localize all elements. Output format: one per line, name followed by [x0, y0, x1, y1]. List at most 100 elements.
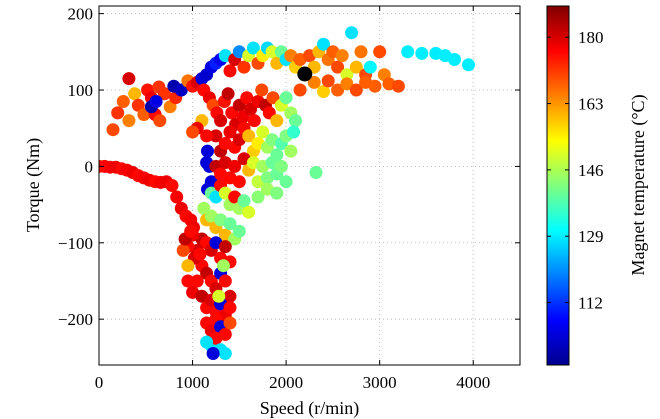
y-tick-label: −100 [58, 234, 93, 253]
data-point [106, 123, 120, 137]
data-point [116, 95, 130, 108]
data-point [321, 74, 335, 88]
data-point [309, 166, 323, 179]
data-point [214, 114, 228, 128]
colorbar [546, 5, 570, 366]
data-point [216, 259, 230, 273]
data-point [293, 83, 307, 97]
data-point [190, 274, 204, 288]
colorbar-tick-label: 163 [578, 95, 604, 114]
data-point [317, 37, 330, 51]
data-point [176, 243, 190, 257]
data-point [274, 159, 288, 173]
data-point [232, 175, 246, 189]
y-tick-label: 0 [85, 157, 94, 176]
data-point [331, 83, 345, 97]
data-point [349, 60, 363, 74]
data-point [165, 179, 179, 192]
data-point [223, 316, 237, 330]
data-point [363, 60, 377, 74]
data-point [200, 129, 214, 143]
data-point [223, 125, 237, 139]
colorbar-label: Magnet temperature (°C) [628, 94, 649, 275]
data-point [284, 144, 298, 158]
data-point [201, 144, 214, 158]
data-point [218, 274, 232, 288]
data-point [246, 41, 260, 55]
y-tick-label: 100 [68, 81, 94, 100]
data-point [122, 114, 136, 128]
x-tick-label: 3000 [363, 373, 397, 392]
data-point [181, 274, 195, 288]
data-point [345, 26, 359, 40]
data-point [218, 240, 232, 254]
data-point [237, 194, 251, 208]
data-point [251, 190, 265, 204]
colorbar-axis: 112 129 146 163 180 [547, 28, 604, 313]
data-point [349, 83, 363, 97]
data-point [174, 83, 188, 97]
y-tick-label: −200 [58, 310, 93, 329]
data-point [317, 85, 330, 98]
data-point [462, 58, 475, 72]
data-points [99, 26, 475, 360]
data-point [242, 129, 256, 143]
data-point [242, 205, 256, 219]
data-point [223, 217, 237, 231]
data-point [212, 289, 226, 303]
data-point [153, 114, 167, 128]
data-point [270, 114, 284, 128]
data-point [359, 75, 373, 89]
data-point [111, 106, 125, 120]
y-axis-label: Torque (Nm) [23, 138, 44, 232]
data-point [181, 259, 195, 273]
data-point [255, 83, 269, 97]
data-point [232, 224, 246, 238]
data-point [354, 45, 368, 59]
data-point [289, 114, 302, 128]
data-point [391, 79, 405, 93]
data-point [256, 125, 270, 139]
data-point [287, 125, 301, 139]
y-tick-label: 200 [68, 5, 94, 24]
data-point [223, 64, 237, 78]
colorbar-tick-label: 180 [578, 28, 604, 47]
x-tick-label: 0 [95, 373, 104, 392]
data-point [401, 45, 415, 59]
data-point [448, 53, 461, 66]
data-point [340, 68, 354, 82]
data-point [149, 95, 163, 108]
data-point [266, 91, 280, 105]
highlight-point [297, 66, 313, 82]
data-point [170, 190, 184, 204]
x-tick-label: 2000 [269, 373, 303, 392]
data-point [221, 87, 235, 101]
data-point [209, 129, 223, 143]
plot-frame [98, 5, 521, 366]
colorbar-tick-label: 129 [578, 227, 604, 246]
data-point [240, 91, 254, 105]
data-point [335, 49, 349, 63]
data-point [206, 347, 220, 360]
data-point [193, 247, 207, 261]
x-axis-label: Speed (r/min) [260, 398, 359, 419]
x-tick-label: 4000 [456, 373, 490, 392]
data-point [415, 46, 429, 60]
data-point [128, 87, 142, 101]
data-point [279, 91, 293, 105]
data-point [373, 45, 387, 59]
data-point [122, 72, 136, 86]
data-point [331, 60, 345, 74]
data-point [247, 114, 261, 128]
x-tick-label: 1000 [176, 373, 210, 392]
colorbar-tick-label: 146 [578, 161, 604, 180]
data-point [223, 289, 237, 303]
data-point [186, 125, 200, 139]
data-point [340, 77, 354, 91]
data-point [223, 301, 237, 315]
data-point [184, 224, 198, 238]
data-point [279, 175, 293, 189]
data-point [270, 186, 284, 200]
